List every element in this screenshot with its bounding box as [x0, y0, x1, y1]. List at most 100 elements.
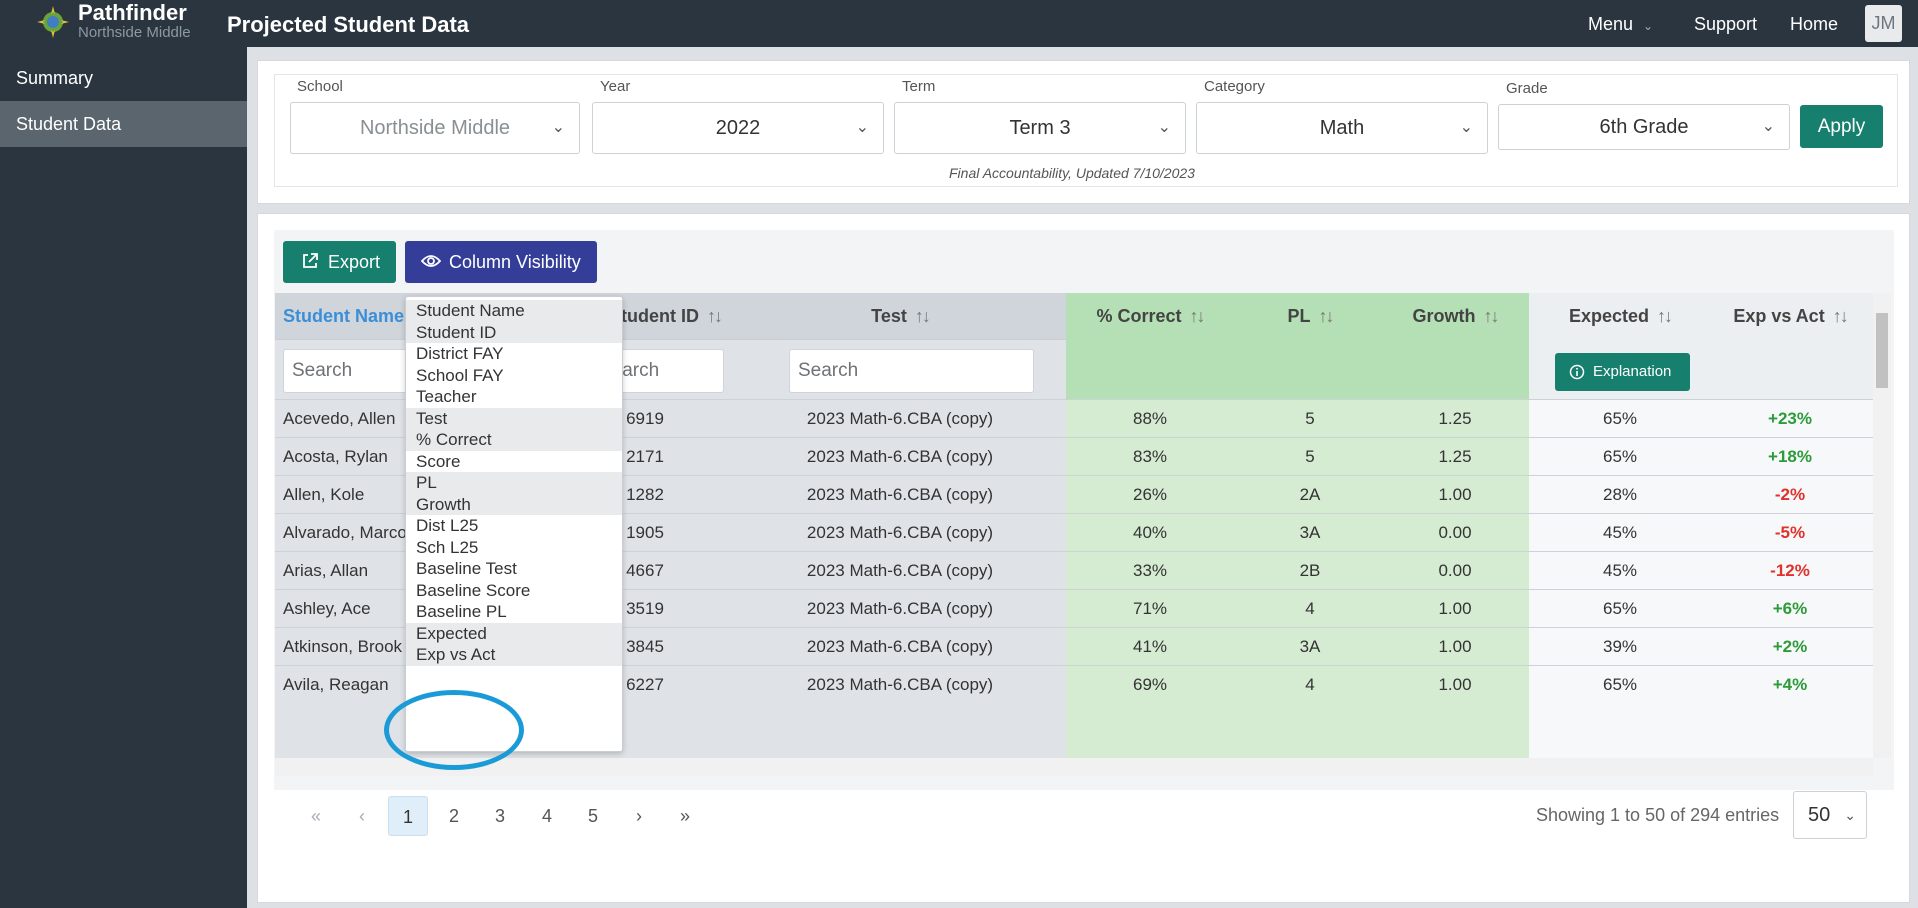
sidebar-item-summary[interactable]: Summary: [16, 68, 94, 88]
cell-test: 2023 Math-6.CBA (copy): [806, 675, 994, 694]
entries-info: Showing 1 to 50 of 294 entries: [1536, 805, 1780, 825]
col-header-exp-vs-act-label: Exp vs Act: [1733, 306, 1825, 326]
column-menu-item[interactable]: School FAY: [416, 365, 504, 385]
column-menu-item[interactable]: Student Name: [406, 300, 622, 322]
cell-growth: 1.00: [1438, 675, 1472, 694]
highlight-circle-annotation: [384, 690, 524, 770]
col-header-expected[interactable]: Expected ↑↓: [1535, 293, 1705, 339]
chevron-down-icon: ⌄: [1459, 119, 1473, 136]
table-row[interactable]: Arias, Allan 4667 2023 Math-6.CBA (copy) 33…: [275, 551, 1873, 589]
year-select[interactable]: 2022 ⌄: [592, 102, 884, 154]
prev-page-button[interactable]: ‹: [359, 806, 365, 826]
cell-student-id: 6919: [626, 409, 664, 428]
page-5-button[interactable]: 5: [587, 806, 598, 826]
table-row[interactable]: Atkinson, Brook 3845 2023 Math-6.CBA (copy…: [275, 627, 1873, 665]
export-button[interactable]: Export: [283, 241, 396, 283]
cell-expected: 45%: [1602, 561, 1638, 580]
col-header-student-name[interactable]: Student Name: [283, 306, 405, 326]
table-row[interactable]: Acevedo, Allen 6919 2023 Math-6.CBA (copy)…: [275, 399, 1873, 437]
cell-growth: 1.00: [1438, 599, 1472, 618]
column-menu-item[interactable]: Dist L25: [416, 516, 479, 535]
cell-growth: 1.25: [1438, 409, 1472, 428]
chevron-down-icon: ⌄: [1157, 119, 1171, 136]
page-4-button[interactable]: 4: [541, 806, 552, 826]
table-row[interactable]: Avila, Reagan 6227 2023 Math-6.CBA (copy) 6…: [275, 665, 1873, 703]
filter-row-green: [1066, 339, 1529, 399]
col-header-student-id-label: Student ID: [609, 306, 699, 326]
page-1-button[interactable]: 1: [388, 796, 428, 836]
column-menu-item[interactable]: PL: [406, 472, 622, 494]
col-header-pct-correct[interactable]: % Correct ↑↓: [1075, 293, 1225, 339]
explanation-button[interactable]: Explanation: [1555, 353, 1690, 391]
next-page-button[interactable]: ›: [636, 806, 642, 826]
column-menu-item[interactable]: Expected: [406, 622, 622, 644]
cell-student-name: Alvarado, Marco: [283, 523, 407, 542]
col-header-exp-vs-act[interactable]: Exp vs Act ↑↓: [1705, 293, 1873, 339]
column-menu-item[interactable]: Exp vs Act: [406, 644, 622, 666]
page-size-select[interactable]: 50 ⌄: [1793, 791, 1867, 839]
sidebar-item-student-data[interactable]: Student Data: [0, 101, 247, 147]
page-3-button[interactable]: 3: [494, 806, 505, 826]
column-menu-item[interactable]: Student ID: [406, 321, 622, 343]
school-select[interactable]: Northside Middle ⌄: [290, 102, 580, 154]
cell-test: 2023 Math-6.CBA (copy): [806, 599, 994, 618]
column-menu-item[interactable]: Growth: [406, 493, 622, 515]
table-row[interactable]: Allen, Kole 1282 2023 Math-6.CBA (copy) 26%…: [275, 475, 1873, 513]
col-header-student-id[interactable]: Student ID ↑↓: [595, 293, 735, 339]
column-visibility-label: Column Visibility: [449, 252, 581, 272]
sort-icon: ↑↓: [1483, 306, 1500, 326]
cell-expected: 39%: [1602, 637, 1638, 656]
test-search[interactable]: Search: [789, 349, 1034, 393]
category-select[interactable]: Math ⌄: [1196, 102, 1488, 154]
column-menu-item[interactable]: % Correct: [406, 429, 622, 451]
pathfinder-logo-icon: [37, 6, 69, 38]
column-menu-item[interactable]: Baseline Test: [416, 559, 517, 578]
column-menu-item[interactable]: Test: [406, 407, 622, 429]
year-value: 2022: [715, 117, 761, 139]
chevron-down-icon: ⌄: [1643, 19, 1654, 33]
cell-student-name: Arias, Allan: [283, 561, 369, 580]
cell-growth: 1.25: [1438, 447, 1472, 466]
horizontal-scrollbar[interactable]: [275, 758, 1873, 776]
col-header-pl[interactable]: PL ↑↓: [1255, 293, 1365, 339]
cell-expected: 65%: [1602, 447, 1638, 466]
column-menu-item[interactable]: Teacher: [416, 387, 477, 406]
col-header-test[interactable]: Test ↑↓: [795, 293, 1005, 339]
year-label: Year: [600, 78, 631, 95]
page-2-button[interactable]: 2: [448, 806, 459, 826]
student-table: Student Name Student ID ↑↓ Test ↑↓ % Corre…: [275, 293, 1873, 758]
table-row[interactable]: Acosta, Rylan 2171 2023 Math-6.CBA (copy) 8…: [275, 437, 1873, 475]
student-name-search[interactable]: Search: [283, 349, 413, 393]
cell-growth: 0.00: [1438, 523, 1472, 542]
col-header-growth[interactable]: Growth ↑↓: [1385, 293, 1525, 339]
nav-home-link[interactable]: Home: [1790, 14, 1839, 34]
nav-menu-dropdown[interactable]: Menu ⌄: [1588, 14, 1653, 35]
cell-exp-vs-act: +6%: [1772, 599, 1808, 618]
cell-pct-correct: 71%: [1132, 599, 1168, 618]
term-select[interactable]: Term 3 ⌄: [894, 102, 1186, 154]
cell-exp-vs-act: +18%: [1768, 447, 1812, 466]
column-menu-item[interactable]: Sch L25: [416, 537, 479, 557]
grade-select[interactable]: 6th Grade ⌄: [1498, 104, 1790, 150]
nav-support-link[interactable]: Support: [1694, 14, 1758, 34]
cell-pl: 4: [1305, 599, 1315, 618]
avatar[interactable]: JM: [1865, 5, 1902, 42]
vertical-scrollbar[interactable]: [1873, 293, 1891, 758]
sort-icon: ↑↓: [914, 306, 931, 326]
brand[interactable]: Pathfinder Northside Middle: [78, 2, 191, 41]
scrollbar-thumb[interactable]: [1876, 313, 1888, 388]
column-menu-item[interactable]: Baseline Score: [416, 580, 531, 600]
column-menu-item[interactable]: Score: [416, 451, 461, 471]
column-menu-item[interactable]: Baseline PL: [416, 602, 507, 621]
cell-exp-vs-act: +2%: [1772, 637, 1808, 656]
table-row[interactable]: Ashley, Ace 3519 2023 Math-6.CBA (copy) 71%…: [275, 589, 1873, 627]
cell-expected: 65%: [1602, 599, 1638, 618]
column-visibility-button[interactable]: Column Visibility: [405, 241, 597, 283]
cell-exp-vs-act: +23%: [1768, 409, 1812, 428]
column-menu-item[interactable]: District FAY: [416, 344, 504, 363]
apply-button[interactable]: Apply: [1800, 105, 1883, 148]
col-header-pct-correct-label: % Correct: [1096, 306, 1182, 326]
last-page-button[interactable]: »: [679, 806, 690, 826]
first-page-button[interactable]: «: [310, 806, 321, 826]
table-row[interactable]: Alvarado, Marco 1905 2023 Math-6.CBA (copy…: [275, 513, 1873, 551]
